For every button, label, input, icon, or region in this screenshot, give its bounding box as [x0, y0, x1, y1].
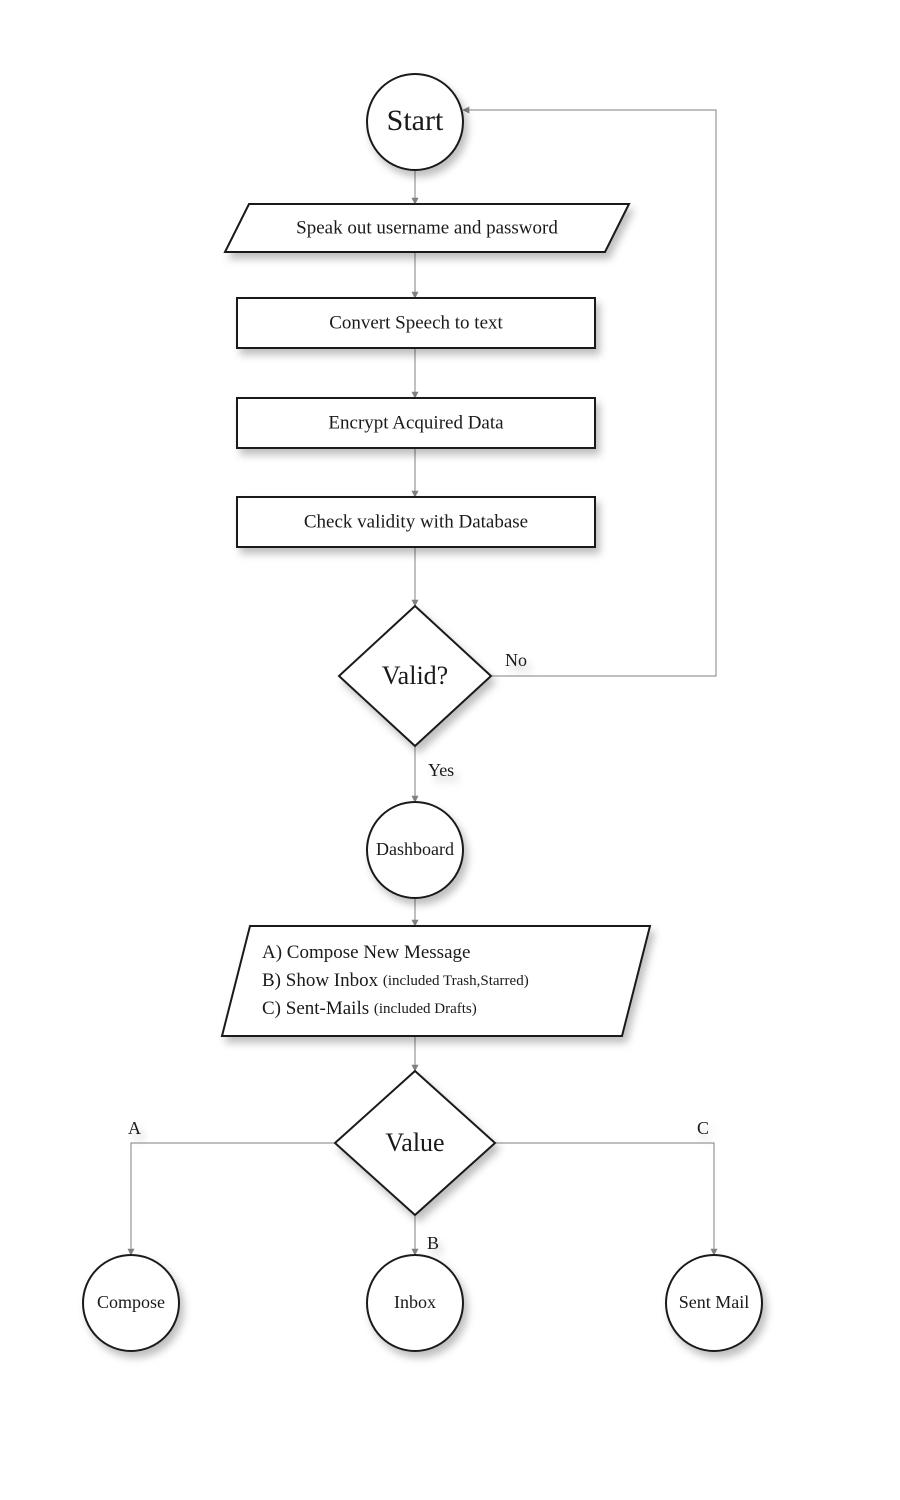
- node-encrypt: Encrypt Acquired Data: [237, 398, 595, 448]
- svg-text:B) Show Inbox (included Trash,: B) Show Inbox (included Trash,Starred): [262, 970, 529, 991]
- svg-text:B: B: [427, 1233, 439, 1253]
- node-options: A) Compose New Message B) Show Inbox (inc…: [222, 926, 650, 1036]
- edge-label-A: A: [128, 1118, 141, 1138]
- flowchart-canvas: Start Speak out username and password Conv…: [0, 0, 900, 1500]
- node-speak: Speak out username and password: [225, 204, 629, 252]
- node-dashboard: Dashboard: [367, 802, 463, 898]
- svg-text:A) Compose New Message: A) Compose New Message: [262, 942, 470, 963]
- node-value: Value: [335, 1071, 495, 1215]
- edge-label-No: No: [505, 650, 527, 670]
- svg-text:Yes: Yes: [428, 760, 454, 780]
- svg-text:A: A: [128, 1118, 141, 1138]
- svg-text:Start: Start: [387, 104, 444, 137]
- node-sentmail: Sent Mail: [666, 1255, 762, 1351]
- svg-text:C) Sent-Mails (included Drafts: C) Sent-Mails (included Drafts): [262, 998, 477, 1019]
- node-start: Start: [367, 74, 463, 170]
- svg-text:Convert Speech to text: Convert Speech to text: [329, 312, 503, 333]
- svg-text:Encrypt Acquired Data: Encrypt Acquired Data: [328, 412, 504, 433]
- svg-text:Value: Value: [385, 1128, 444, 1157]
- edge-label-C: C: [697, 1118, 709, 1138]
- svg-text:Sent Mail: Sent Mail: [679, 1292, 750, 1312]
- node-valid: Valid?: [339, 606, 491, 746]
- svg-text:Compose: Compose: [97, 1292, 165, 1312]
- edge-label-B: B: [427, 1233, 439, 1253]
- svg-text:C: C: [697, 1118, 709, 1138]
- svg-text:Valid?: Valid?: [382, 661, 448, 690]
- svg-text:Inbox: Inbox: [394, 1292, 436, 1312]
- node-compose: Compose: [83, 1255, 179, 1351]
- edge-label-Yes: Yes: [428, 760, 454, 780]
- svg-text:No: No: [505, 650, 527, 670]
- node-check: Check validity with Database: [237, 497, 595, 547]
- node-inbox: Inbox: [367, 1255, 463, 1351]
- svg-text:Speak out username and passwor: Speak out username and password: [296, 217, 558, 238]
- svg-text:Dashboard: Dashboard: [376, 839, 454, 859]
- node-convert: Convert Speech to text: [237, 298, 595, 348]
- edge-valid-start: [463, 110, 716, 676]
- svg-text:Check validity with Database: Check validity with Database: [304, 511, 528, 532]
- edge-value-sentmail: [495, 1143, 714, 1255]
- edge-value-compose: [131, 1143, 335, 1255]
